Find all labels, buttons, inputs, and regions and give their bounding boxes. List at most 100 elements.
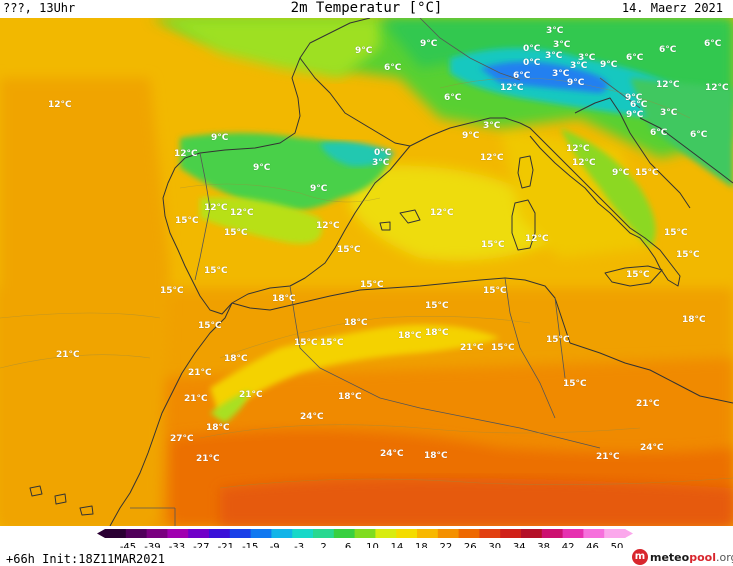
legend-color-step: [562, 529, 584, 538]
temperature-label: 9°C: [253, 163, 271, 173]
field-balkans-green: [630, 78, 733, 188]
temperature-label: 6°C: [626, 53, 644, 63]
temperature-label: 9°C: [600, 60, 618, 70]
temperature-label: 12°C: [656, 80, 680, 90]
temperature-label: 15°C: [491, 343, 515, 353]
header-bar: ???, 13Uhr 2m Temperatur [°C] 14. Maerz …: [0, 0, 733, 18]
temperature-label: 12°C: [525, 234, 549, 244]
color-legend: -45 -39 -33 -27 -21 -15 -9 -3 2 6 10 14 18 22 26 30 34 38…: [97, 529, 633, 548]
temperature-label: 21°C: [56, 350, 80, 360]
field-sahara-hottest: [220, 478, 733, 526]
temperature-label: 15°C: [546, 335, 570, 345]
temperature-label: 12°C: [230, 208, 254, 218]
temperature-label: 15°C: [563, 379, 587, 389]
temperature-label: 9°C: [211, 133, 229, 143]
temperature-label: 21°C: [196, 454, 220, 464]
temperature-label: 0°C: [523, 58, 541, 68]
temperature-label: 18°C: [398, 331, 422, 341]
legend-color-step: [375, 529, 397, 538]
meteopool-logo[interactable]: m meteopool.org: [632, 549, 733, 565]
field-north-lime: [160, 18, 380, 78]
forecast-date: 14. Maerz 2021: [621, 1, 723, 15]
legend-low-arrow: [97, 529, 105, 538]
temperature-label: 12°C: [48, 100, 72, 110]
country-borders: [130, 18, 641, 526]
legend-color-step: [292, 529, 314, 538]
legend-tick-label: -15: [242, 542, 258, 548]
legend-color-step: [500, 529, 522, 538]
temperature-label: 3°C: [570, 61, 588, 71]
temperature-label: 3°C: [552, 69, 570, 79]
map-title: 2m Temperatur [°C]: [290, 0, 443, 16]
temperature-label: 18°C: [272, 294, 296, 304]
legend-tick-label: -45: [120, 542, 136, 548]
legend-tick-label: 50: [611, 542, 624, 548]
legend-color-step: [437, 529, 460, 538]
temperature-label: 18°C: [425, 328, 449, 338]
temperature-label: 18°C: [344, 318, 368, 328]
temperature-label: 6°C: [650, 128, 668, 138]
temperature-label: 12°C: [430, 208, 454, 218]
field-alps-blue: [480, 61, 608, 93]
legend-color-step: [354, 529, 376, 538]
temperature-label: 12°C: [572, 158, 596, 168]
temperature-label: 9°C: [420, 39, 438, 49]
temperature-contours: [0, 77, 733, 489]
temperature-label: 15°C: [676, 250, 700, 260]
temperature-label: 21°C: [184, 394, 208, 404]
temperature-label: 3°C: [578, 53, 596, 63]
temperature-label: 9°C: [626, 110, 644, 120]
temperature-label: 6°C: [704, 39, 722, 49]
legend-color-step: [521, 529, 543, 538]
temperature-label: 15°C: [204, 266, 228, 276]
field-atlas-green: [210, 390, 250, 423]
field-med-yellow: [350, 165, 560, 261]
temperature-label: 9°C: [462, 131, 480, 141]
legend-color-step: [333, 529, 356, 538]
temperature-label: 18°C: [338, 392, 362, 402]
temperature-label: 9°C: [310, 184, 328, 194]
legend-tick-label: 22: [439, 542, 452, 548]
temperature-label: 9°C: [567, 78, 585, 88]
legend-color-step: [105, 529, 127, 538]
temperature-label: 12°C: [480, 153, 504, 163]
temperature-label: 15°C: [294, 338, 318, 348]
temperature-label: 15°C: [320, 338, 344, 348]
legend-high-arrow: [625, 529, 633, 538]
legend-tick-label: 34: [513, 542, 526, 548]
temperature-label: 0°C: [374, 148, 392, 158]
temperature-label: 9°C: [355, 46, 373, 56]
coastlines: [29, 18, 733, 526]
field-iberia-lime: [200, 197, 322, 244]
temperature-label: 6°C: [690, 130, 708, 140]
temperature-label: 24°C: [300, 412, 324, 422]
legend-color-step: [396, 529, 418, 538]
temperature-label: 3°C: [372, 158, 390, 168]
legend-tick-label: -3: [294, 542, 304, 548]
temperature-label: 6°C: [659, 45, 677, 55]
field-atlas-yellow: [210, 324, 500, 418]
legend-tick-label: 2: [320, 542, 326, 548]
temperature-label: 15°C: [198, 321, 222, 331]
temperature-label: 21°C: [596, 452, 620, 462]
legend-tick-label: 38: [537, 542, 550, 548]
temperature-label: 12°C: [316, 221, 340, 231]
legend-color-step: [209, 529, 231, 538]
field-atlantic-west: [0, 78, 170, 526]
model-run-info: +66h Init:18Z11MAR2021: [6, 552, 165, 566]
temperature-label: 15°C: [337, 245, 361, 255]
legend-tick-label: -27: [193, 542, 209, 548]
temperature-label: 15°C: [224, 228, 248, 238]
temperature-label: 12°C: [705, 83, 729, 93]
temperature-label: 6°C: [384, 63, 402, 73]
brand-accent: pool: [689, 550, 716, 564]
legend-tick-label: 10: [366, 542, 379, 548]
temperature-label: 21°C: [188, 368, 212, 378]
temperature-label: 3°C: [553, 40, 571, 50]
temperature-label: 15°C: [360, 280, 384, 290]
temperature-label: 9°C: [612, 168, 630, 178]
temperature-label: 24°C: [640, 443, 664, 453]
legend-color-step: [250, 529, 272, 538]
brand-name: meteo: [650, 550, 690, 564]
legend-tick-label: -9: [270, 542, 280, 548]
